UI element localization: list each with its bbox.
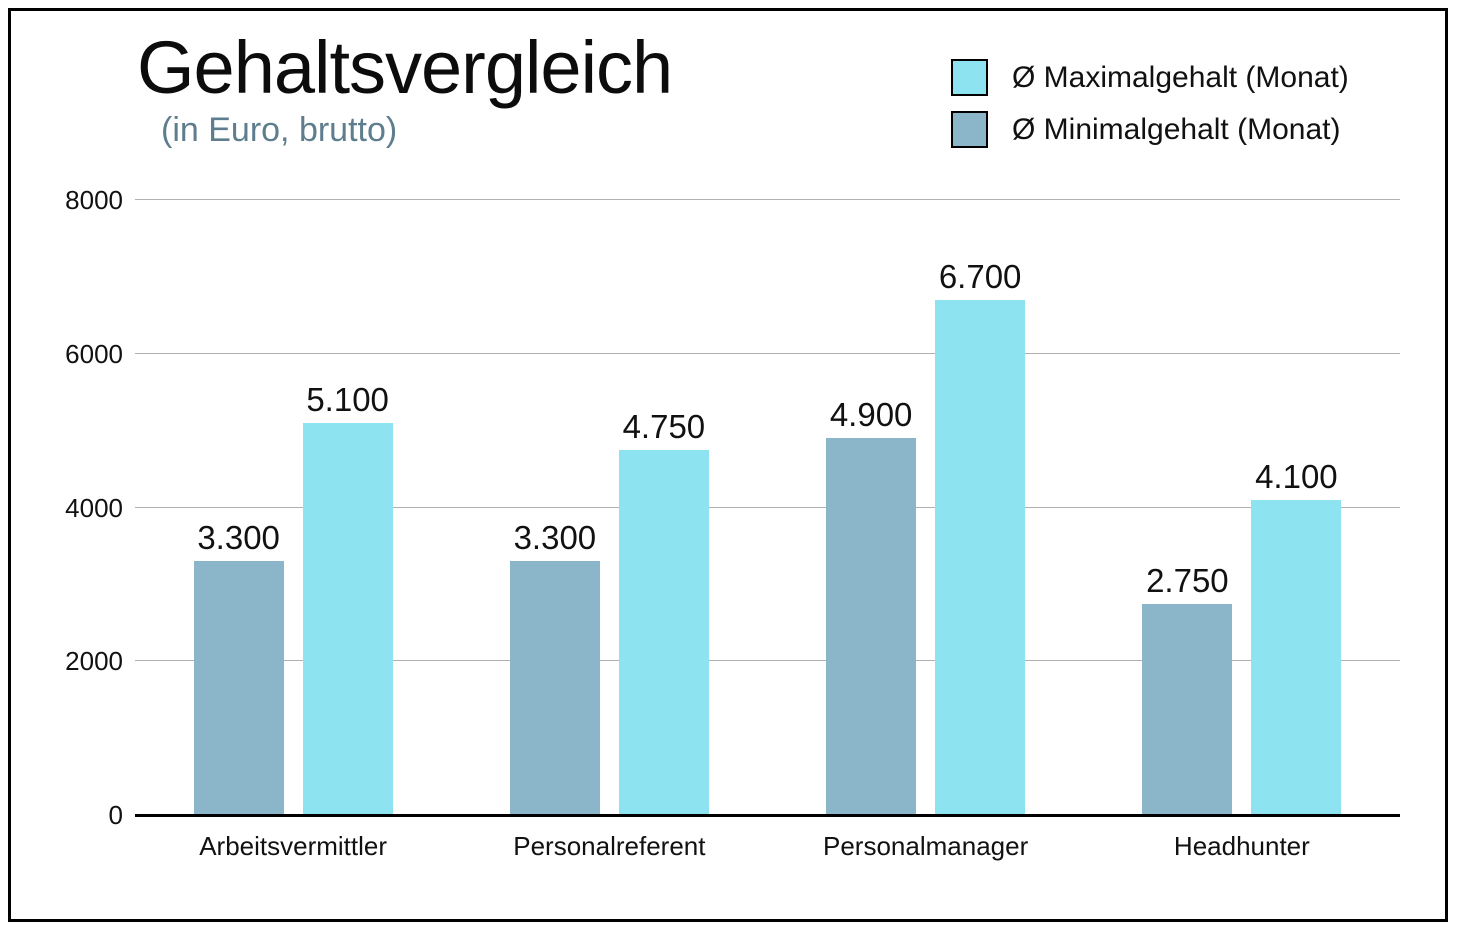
bar-min-2: 3.300: [509, 521, 600, 815]
bar-value-label: 5.100: [306, 380, 389, 418]
bar-value-label: 3.300: [513, 519, 597, 557]
legend-item-min: Ø Minimalgehalt (Monat): [951, 111, 1349, 148]
gridline-2000: [135, 660, 1400, 662]
bar-group-2: 3.300 4.750: [451, 200, 767, 815]
x-axis-label-4: Headhunter: [1173, 831, 1310, 861]
y-tick-label-0: 0: [108, 800, 123, 830]
x-axis-label-2: Personalreferent: [513, 831, 706, 861]
chart-subtitle: (in Euro, brutto): [161, 111, 398, 149]
plot-area: 3.300 5.100 3.300 4.750 4.900 6.700 2.750 4.100: [135, 199, 1400, 817]
gridline-6000: [135, 352, 1400, 354]
y-tick-label-8000: 8000: [65, 185, 123, 215]
chart-frame: Gehaltsvergleich (in Euro, brutto) Ø Max…: [8, 8, 1448, 922]
bar-groups: 3.300 5.100 3.300 4.750 4.900 6.700 2.750 4.100: [135, 200, 1400, 815]
x-axis-label-1: Arbeitsvermittler: [199, 831, 388, 861]
bar-value-label: 4.900: [829, 396, 913, 434]
legend-item-max: Ø Maximalgehalt (Monat): [951, 59, 1349, 96]
y-tick-label-4000: 4000: [65, 492, 123, 523]
bar-value-label: 4.750: [622, 407, 706, 445]
chart-title: Gehaltsvergleich: [137, 26, 673, 109]
bar-min-3: 4.900: [826, 398, 917, 815]
gridline-8000: [135, 199, 1400, 200]
y-axis: 0 2000 4000 6000 8000: [11, 187, 123, 828]
x-axis-label-3: Personalmanager: [823, 831, 1029, 861]
bar-max-3: 6.700: [935, 260, 1026, 815]
gridline-4000: [135, 506, 1400, 508]
bar-group-4: 2.750 4.100: [1084, 200, 1400, 815]
x-axis-labels: Arbeitsvermittler Personalreferent Persona…: [135, 831, 1400, 862]
bar-group-1: 3.300 5.100: [135, 200, 451, 815]
legend-swatch-max-icon: [951, 59, 988, 96]
bar-max-2: 4.750: [618, 410, 709, 815]
bar-min-4: 2.750: [1142, 564, 1233, 815]
bar-min-1: 3.300: [193, 521, 284, 815]
bar-value-label: 3.300: [197, 519, 280, 557]
legend-swatch-min-icon: [951, 111, 988, 148]
x-axis-line: [135, 814, 1400, 817]
bar-group-3: 4.900 6.700: [768, 200, 1084, 815]
bar-max-1: 5.100: [302, 383, 393, 815]
legend: Ø Maximalgehalt (Monat) Ø Minimalgehalt (…: [951, 59, 1349, 148]
bar-max-4: 4.100: [1251, 460, 1342, 815]
bar-value-label: 2.750: [1146, 561, 1229, 599]
y-tick-label-6000: 6000: [65, 338, 123, 369]
bar-value-label: 6.700: [938, 257, 1022, 295]
legend-label-max: Ø Maximalgehalt (Monat): [1012, 60, 1349, 94]
y-tick-label-2000: 2000: [65, 646, 123, 677]
bar-value-label: 4.100: [1255, 457, 1338, 495]
legend-label-min: Ø Minimalgehalt (Monat): [1012, 112, 1341, 146]
